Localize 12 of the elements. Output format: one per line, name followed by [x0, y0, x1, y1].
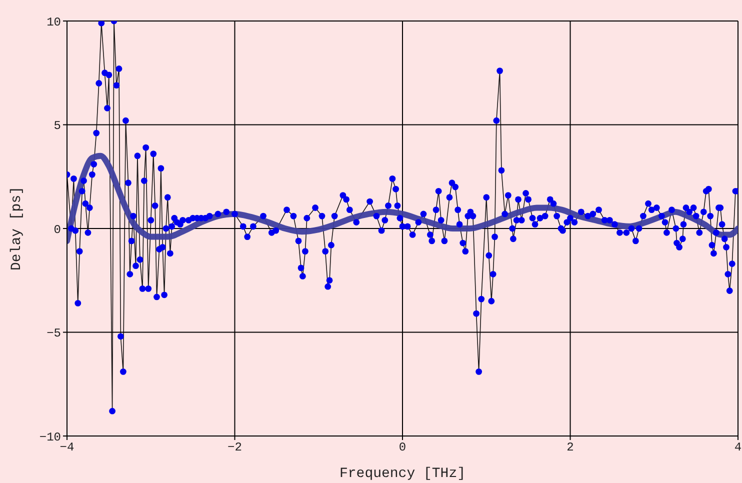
- y-axis-title: Delay [ps]: [8, 186, 25, 271]
- x-tick-label: −2: [228, 440, 242, 455]
- x-tick-label: 4: [734, 440, 742, 455]
- x-tick-label: 2: [566, 440, 574, 455]
- x-axis-title: Frequency [THz]: [339, 466, 466, 482]
- x-tick-label: −4: [60, 440, 74, 455]
- y-tick-label: −10: [39, 430, 61, 444]
- y-tick-label: −5: [46, 326, 61, 341]
- x-tick-label: 0: [398, 440, 406, 455]
- y-tick-label: 0: [54, 222, 61, 237]
- y-tick-label: 10: [46, 15, 61, 30]
- y-tick-label: 5: [54, 119, 61, 134]
